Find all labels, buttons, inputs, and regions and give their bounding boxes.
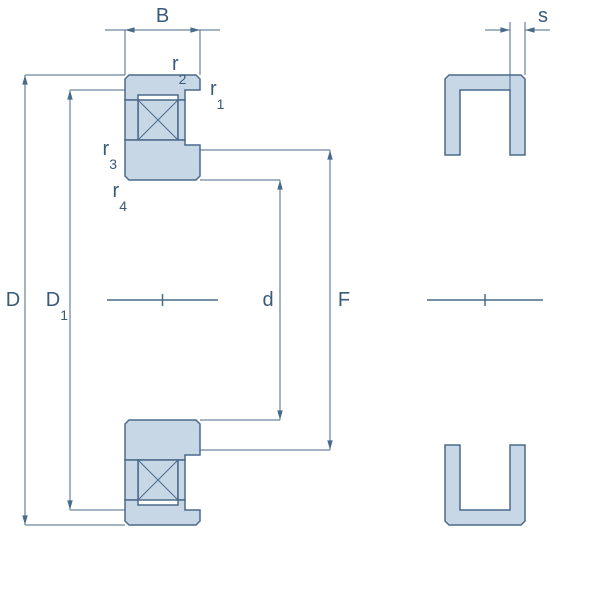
cage-right-top [178, 100, 185, 140]
label-d: d [262, 289, 273, 311]
bearing-cross-section-diagram: DD1dFBsr1r2r3r4 [0, 0, 600, 600]
left-inner-ring-top [125, 140, 200, 180]
label-F: F [338, 289, 350, 311]
cage-right-bot [178, 460, 185, 500]
label-D: D [6, 289, 20, 311]
label-s: s [538, 5, 548, 27]
label-B: B [156, 5, 169, 27]
cage-left-top [125, 100, 138, 140]
left-inner-ring-bot [125, 420, 200, 460]
cage-left-bot [125, 460, 138, 500]
